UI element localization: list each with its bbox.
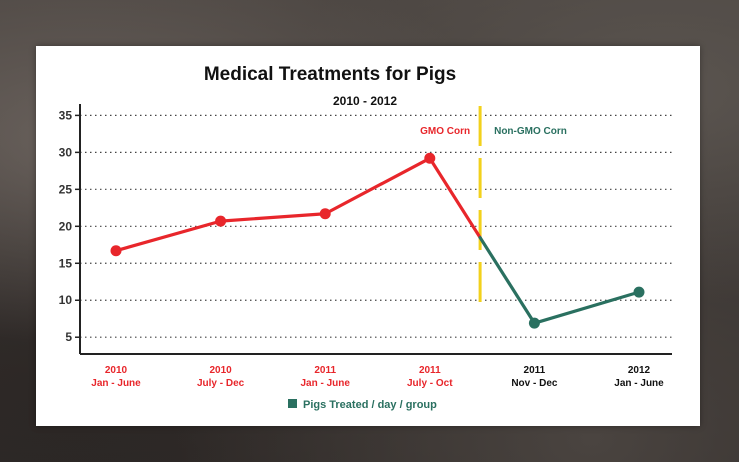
legend-swatch	[288, 399, 297, 408]
y-tick-label-25: 25	[59, 182, 73, 196]
x-tick-label-year-0: 2010	[105, 365, 128, 376]
series-lines	[114, 156, 641, 325]
legend: Pigs Treated / day / group	[288, 399, 437, 411]
data-point-4	[528, 317, 540, 329]
y-tick-label-35: 35	[59, 108, 73, 122]
y-tick-label-5: 5	[65, 330, 72, 344]
data-point-3	[424, 152, 436, 164]
annotation-gmo-corn: GMO Corn	[420, 126, 470, 137]
x-tick-label-year-4: 2011	[524, 365, 546, 376]
data-point-5	[633, 286, 645, 298]
x-tick-label-year-1: 2010	[209, 365, 232, 376]
legend-label: Pigs Treated / day / group	[303, 399, 437, 411]
series-line-gmo	[114, 156, 482, 253]
x-tick-label-period-1: July - Dec	[197, 378, 245, 389]
x-tick-label-period-3: July - Oct	[407, 378, 453, 389]
y-tick-label-30: 30	[59, 145, 73, 159]
data-point-1	[215, 215, 227, 227]
chart-card: Medical Treatments for Pigs 2010 - 2012 …	[36, 46, 700, 426]
x-tick-label-period-2: Jan - June	[300, 378, 350, 389]
x-tick-label-period-5: Jan - June	[614, 378, 664, 389]
x-tick-label-year-3: 2011	[419, 365, 441, 376]
chart-title: Medical Treatments for Pigs	[204, 64, 456, 85]
chart-subtitle: 2010 - 2012	[333, 94, 397, 108]
x-tick-label-period-0: Jan - June	[91, 378, 141, 389]
series-line-non-gmo	[478, 235, 641, 325]
line-chart: Medical Treatments for Pigs 2010 - 2012 …	[59, 64, 672, 411]
x-tick-label-year-2: 2011	[314, 365, 336, 376]
y-tick-labels: 5 10 15 20 25 30 35	[59, 108, 73, 344]
x-tick-label-period-4: Nov - Dec	[511, 378, 558, 389]
data-point-0	[110, 245, 122, 257]
x-tick-labels: 2010 Jan - June 2010 July - Dec 2011 Jan - Ju…	[91, 365, 664, 389]
data-point-2	[319, 208, 331, 220]
data-points	[110, 152, 645, 329]
grid-lines	[75, 114, 672, 338]
y-tick-label-10: 10	[59, 293, 73, 307]
annotation-non-gmo-corn: Non-GMO Corn	[494, 126, 567, 137]
y-tick-label-20: 20	[59, 219, 73, 233]
y-tick-label-15: 15	[59, 256, 73, 270]
annotations: GMO Corn Non-GMO Corn	[420, 126, 567, 137]
x-tick-label-year-5: 2012	[628, 365, 651, 376]
axes	[79, 104, 672, 355]
